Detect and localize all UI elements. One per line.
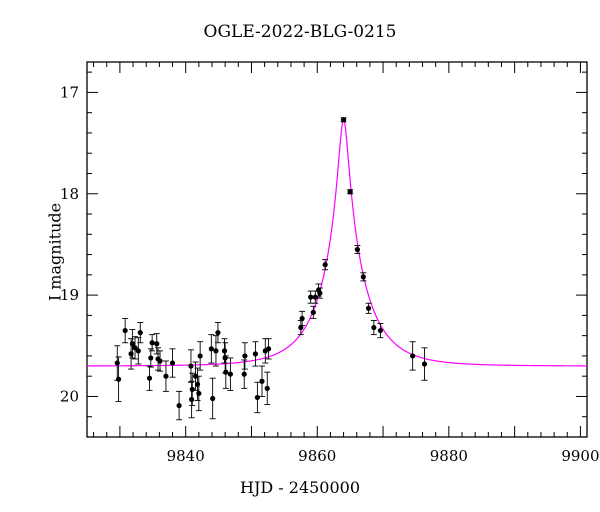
data-point xyxy=(169,360,176,366)
model-curve-layer xyxy=(87,119,587,367)
x-tick-label: 9880 xyxy=(430,447,468,465)
data-point xyxy=(154,341,160,347)
data-point xyxy=(188,363,194,369)
data-point xyxy=(299,315,305,322)
data-point xyxy=(146,375,153,381)
data-point xyxy=(176,402,182,409)
data-point xyxy=(312,294,318,300)
data-point xyxy=(354,246,360,253)
data-point xyxy=(264,385,270,391)
data-point xyxy=(137,330,143,336)
data-point xyxy=(371,324,377,331)
data-point xyxy=(360,274,366,280)
axes: 9840 9860 9880 9900 17 18 19 20 xyxy=(60,61,600,465)
x-tick-label: 9900 xyxy=(561,447,599,465)
data-point xyxy=(227,371,234,377)
model-curve xyxy=(87,119,587,367)
data-point xyxy=(421,361,428,367)
x-axis-label: HJD - 2450000 xyxy=(239,478,361,497)
data-point xyxy=(254,394,260,401)
x-tick-label: 9840 xyxy=(167,447,205,465)
data-point xyxy=(192,373,199,379)
data-points-layer xyxy=(114,117,428,421)
data-point xyxy=(340,117,347,123)
data-point xyxy=(135,348,141,354)
data-point xyxy=(149,340,155,346)
data-point xyxy=(259,378,265,384)
data-point xyxy=(317,290,323,296)
y-tick-label: 20 xyxy=(60,387,79,405)
data-point xyxy=(128,351,134,357)
data-point xyxy=(252,351,259,357)
data-point xyxy=(157,358,163,364)
data-point xyxy=(148,355,154,361)
data-point xyxy=(197,353,203,359)
y-axis-label: I magnitude xyxy=(45,202,65,302)
y-tick-label: 18 xyxy=(60,185,79,203)
data-point xyxy=(410,353,416,359)
data-point xyxy=(114,360,120,366)
data-point xyxy=(365,305,372,311)
chart-title: OGLE-2022-BLG-0215 xyxy=(203,22,397,42)
data-point xyxy=(347,189,353,195)
data-point xyxy=(223,369,229,375)
data-point xyxy=(210,395,216,402)
data-point xyxy=(241,371,247,377)
data-point xyxy=(132,345,138,351)
data-point xyxy=(242,353,248,359)
data-point xyxy=(215,330,221,336)
data-point xyxy=(163,373,169,379)
data-point xyxy=(189,386,195,392)
data-point xyxy=(298,324,304,331)
data-point xyxy=(129,341,135,347)
data-point xyxy=(194,381,201,387)
data-point xyxy=(221,348,228,354)
data-point xyxy=(196,390,202,397)
data-point xyxy=(122,327,128,334)
data-point xyxy=(115,376,122,382)
x-tick-label: 9860 xyxy=(298,447,336,465)
data-point xyxy=(308,294,314,300)
data-point xyxy=(189,396,195,403)
data-point xyxy=(322,262,328,268)
y-tick-label: 17 xyxy=(60,83,79,101)
data-point xyxy=(222,355,228,361)
data-point xyxy=(213,348,219,354)
data-point xyxy=(310,309,316,315)
data-point xyxy=(208,346,214,352)
plot-frame xyxy=(86,61,588,438)
data-point xyxy=(377,327,384,334)
data-point xyxy=(265,346,272,352)
y-tick-label: 19 xyxy=(60,286,79,304)
